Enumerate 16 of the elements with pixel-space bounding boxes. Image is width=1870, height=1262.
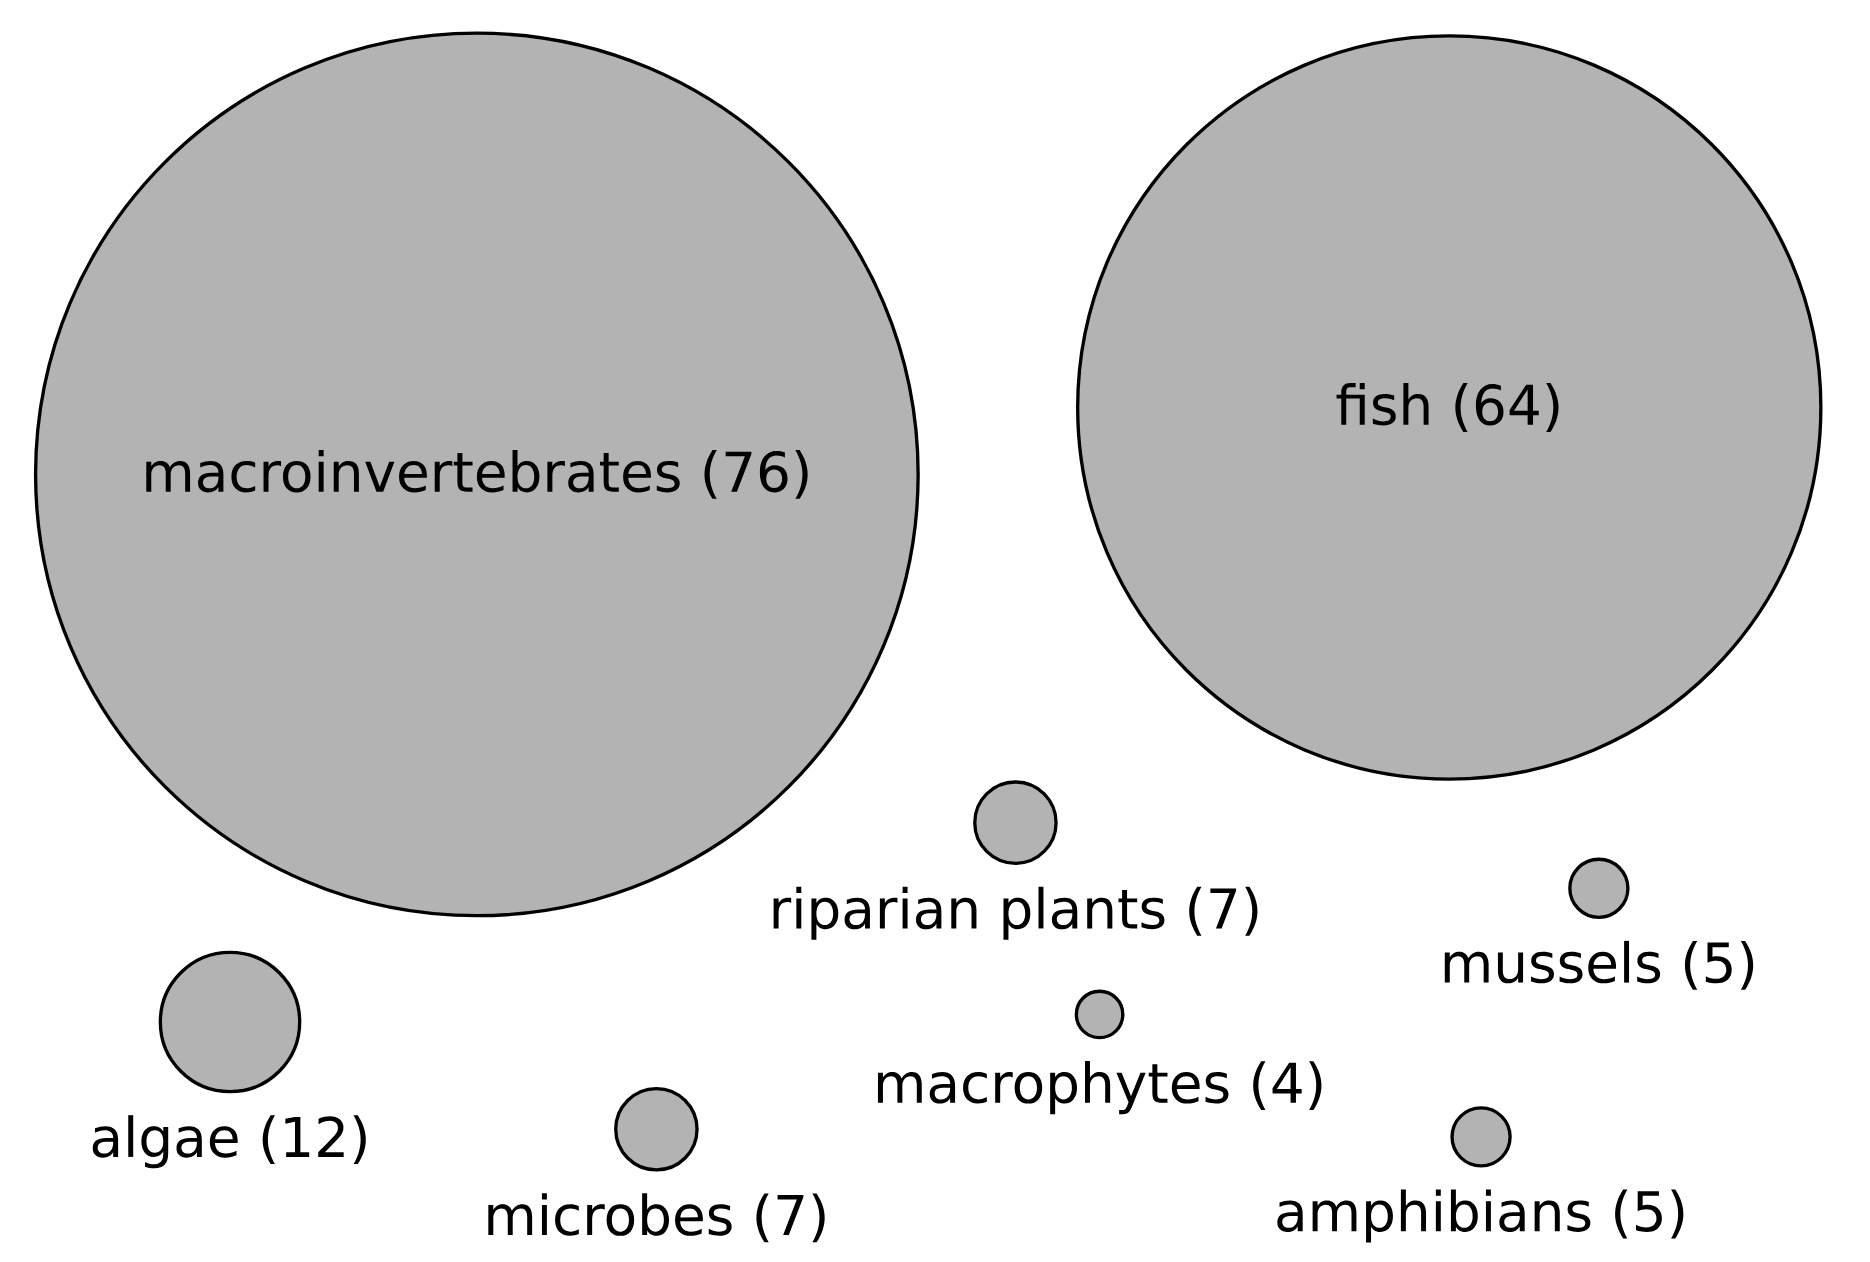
data-label: (5) bbox=[1684, 941, 1754, 990]
category-label: macrophytes bbox=[877, 1061, 1229, 1115]
data-label: (5) bbox=[1615, 1189, 1684, 1239]
category-label: mussels bbox=[1444, 940, 1661, 984]
category-label: macroinvertebrates bbox=[146, 450, 680, 493]
data-label: (64) bbox=[1455, 383, 1559, 433]
category-label: fish bbox=[1336, 383, 1429, 426]
data-label: (12) bbox=[262, 1115, 366, 1165]
category-label: algae bbox=[92, 1115, 238, 1169]
category-label: microbes bbox=[488, 1193, 732, 1236]
data-label: (76) bbox=[704, 450, 808, 499]
data-label: (7) bbox=[1189, 886, 1258, 936]
data-label: (7) bbox=[756, 1193, 825, 1243]
data-label: (4) bbox=[1253, 1061, 1322, 1111]
category-label: amphibians bbox=[1277, 1189, 1591, 1243]
category-label: riparian plants bbox=[773, 886, 1165, 940]
